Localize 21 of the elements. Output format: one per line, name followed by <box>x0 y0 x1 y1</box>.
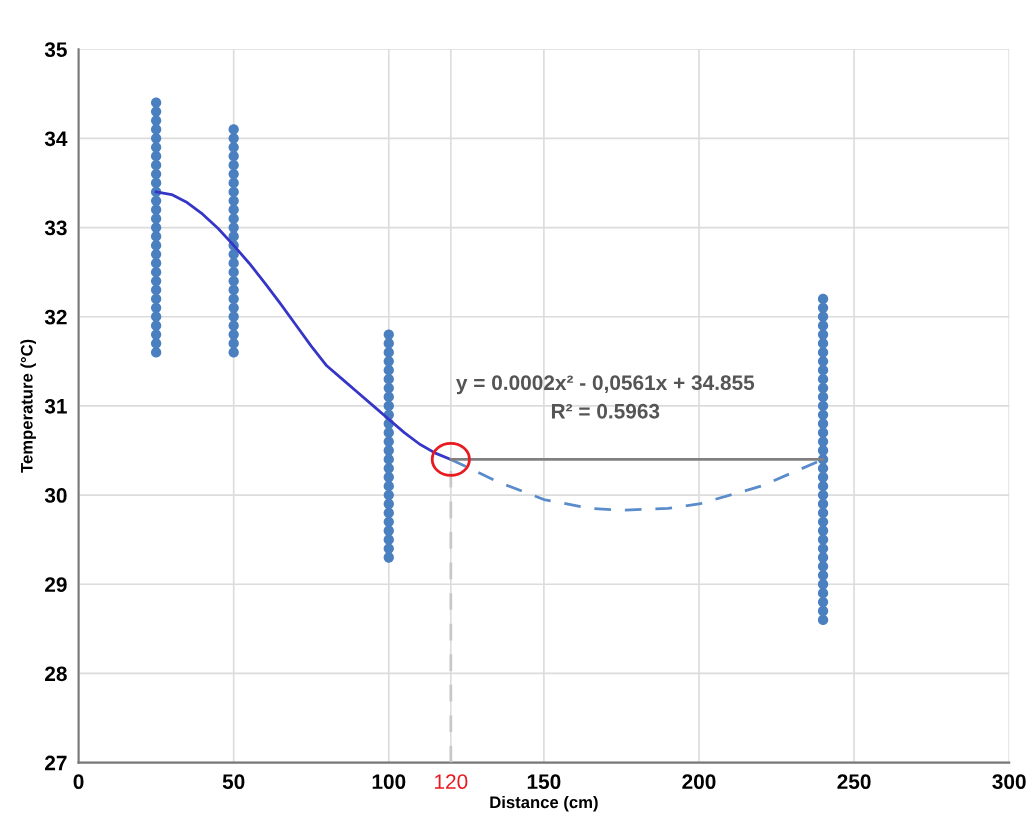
x-tick-label: 0 <box>73 774 84 790</box>
annotation: R² = 0.5963 <box>551 403 660 419</box>
x-tick-label: 250 <box>837 774 871 790</box>
y-tick-label: 35 <box>44 42 67 57</box>
annotation: y = 0.0002x² - 0,0561x + 34.855 <box>456 375 755 395</box>
y-tick-label: 30 <box>44 488 67 503</box>
y-tick-label: 32 <box>44 309 67 325</box>
y-tick-label: 29 <box>45 577 67 592</box>
x-tick-label: 200 <box>682 774 716 790</box>
x-tick-label: 300 <box>992 774 1026 790</box>
y-tick-label: 31 <box>44 398 67 414</box>
x-tick-label: 50 <box>222 774 245 790</box>
y-tick-label: 34 <box>44 131 68 147</box>
x-tick-label: 120 <box>435 774 468 790</box>
x-axis-title: Distance (cm) <box>490 795 598 812</box>
y-tick-label: 33 <box>44 220 67 236</box>
x-tick-label: 150 <box>527 774 561 790</box>
x-tick-label: 100 <box>372 774 406 790</box>
y-tick-label: 27 <box>45 755 67 771</box>
y-axis-title: Temperature (°C) <box>20 339 36 473</box>
y-tick-label: 28 <box>45 666 67 682</box>
